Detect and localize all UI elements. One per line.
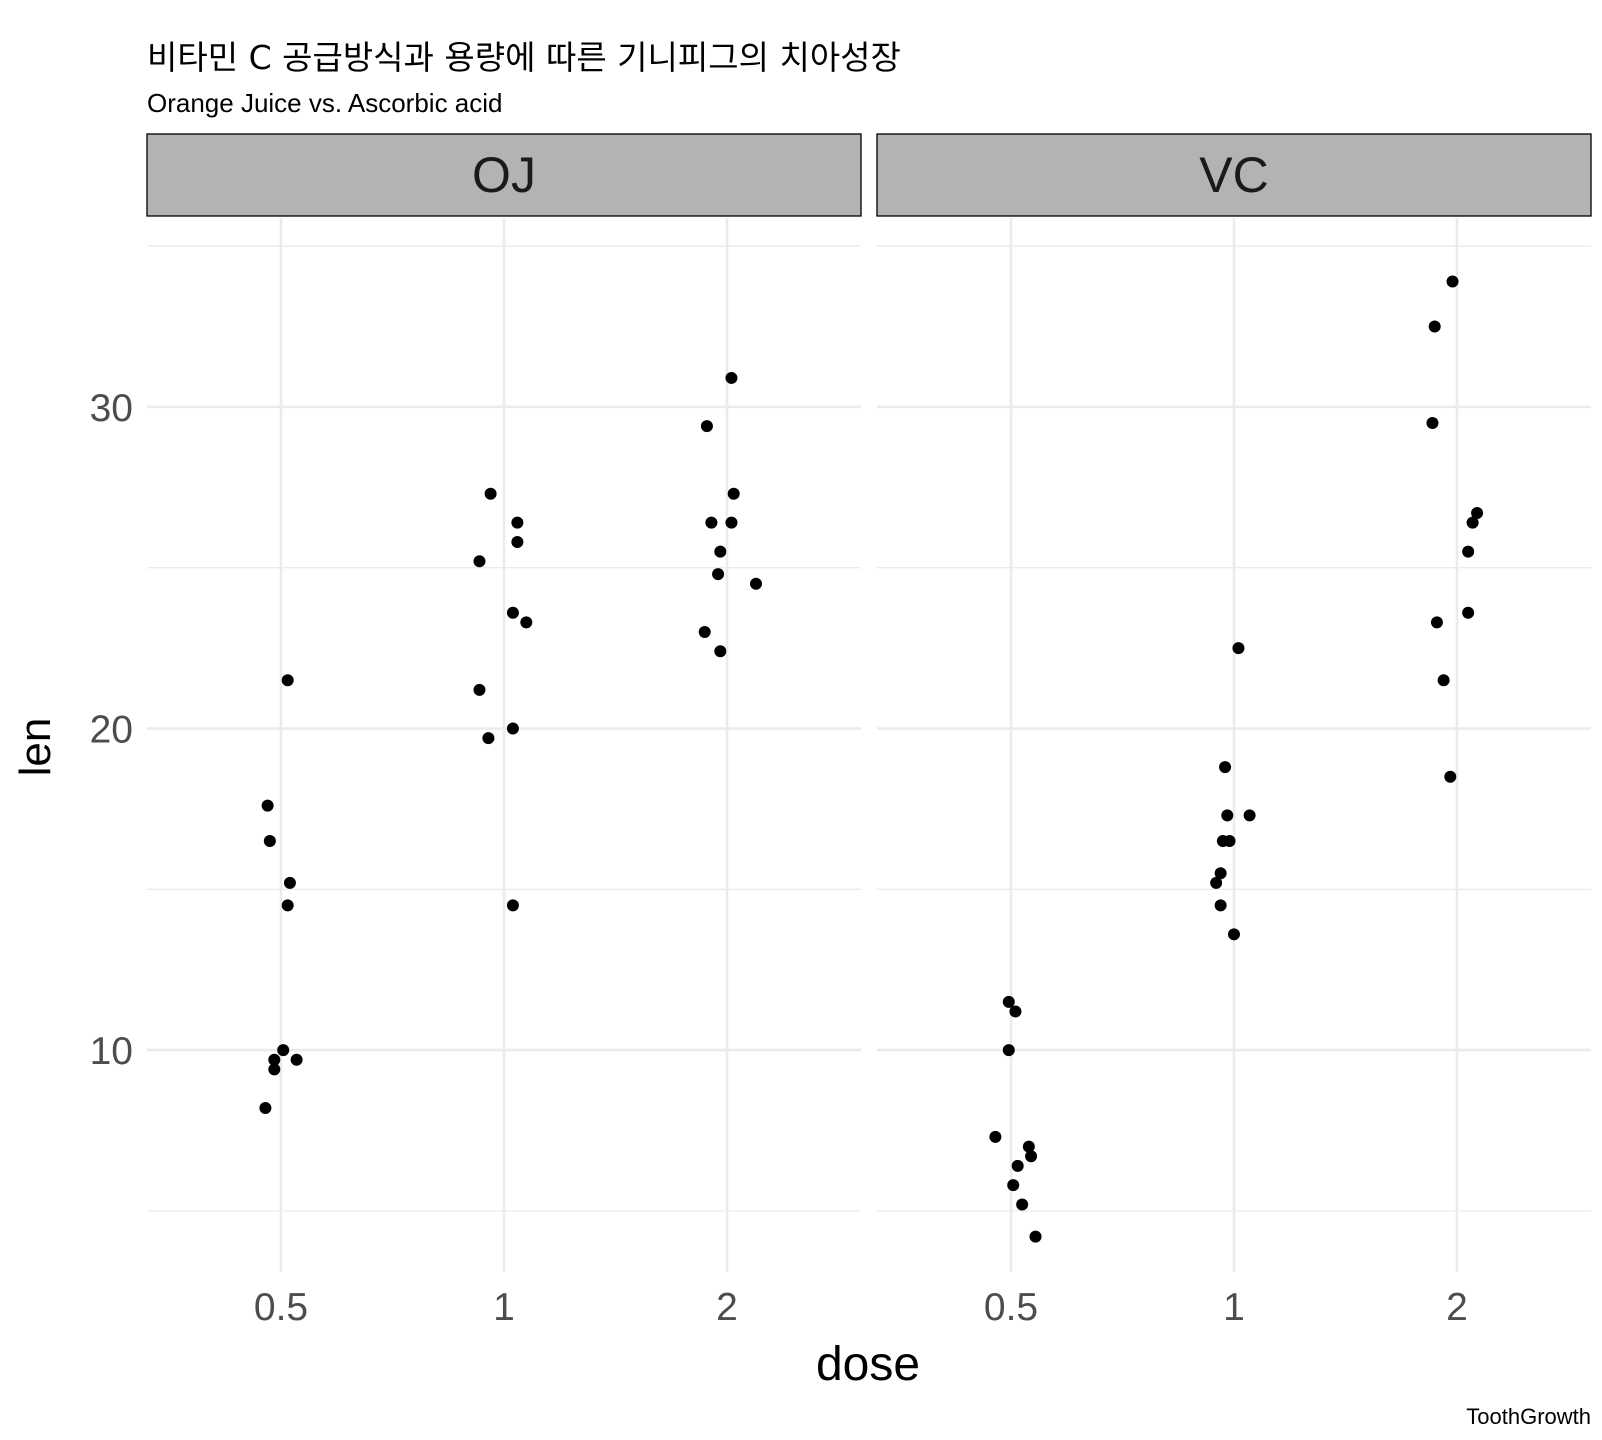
data-point (1444, 770, 1457, 783)
x-tick-label: 2 (716, 1286, 738, 1329)
data-point (1430, 616, 1443, 629)
facet-panel-vc: VC 0.5 1 2 (876, 133, 1592, 1329)
data-point (1471, 507, 1484, 520)
x-tick-label: 1 (1223, 1286, 1245, 1329)
data-point (1214, 899, 1227, 912)
data-point (473, 555, 486, 568)
data-point (989, 1130, 1002, 1143)
data-point (268, 1053, 281, 1066)
data-point (281, 899, 294, 912)
data-point (705, 516, 718, 529)
facet-strip-label: VC (1199, 147, 1268, 203)
data-point (1025, 1150, 1038, 1163)
data-point (1007, 1179, 1020, 1192)
data-point (1002, 995, 1015, 1008)
data-point (727, 487, 740, 500)
data-point (511, 516, 524, 529)
data-point (520, 616, 533, 629)
data-point (1214, 867, 1227, 880)
data-point (1243, 809, 1256, 822)
x-tick-label: 0.5 (254, 1286, 308, 1329)
data-point (263, 835, 276, 848)
data-point (281, 674, 294, 687)
chart-title: 비타민 C 공급방식과 용량에 따른 기니피그의 치아성장 (147, 38, 901, 77)
data-point (712, 568, 725, 581)
data-point (506, 722, 519, 735)
data-point (290, 1053, 303, 1066)
data-point (1016, 1198, 1029, 1211)
data-point (1228, 928, 1240, 941)
data-point (1428, 320, 1441, 333)
data-point (1437, 674, 1450, 687)
data-point (473, 683, 486, 696)
data-point (268, 1063, 281, 1076)
y-tick-label: 30 (90, 387, 133, 430)
data-point (482, 732, 495, 745)
data-point (277, 1044, 290, 1057)
data-point (511, 535, 524, 548)
data-point (484, 487, 497, 500)
chart-subtitle: Orange Juice vs. Ascorbic acid (147, 88, 503, 118)
data-point (506, 899, 519, 912)
data-point (700, 420, 713, 433)
data-point (1022, 1140, 1035, 1153)
data-point (1223, 835, 1236, 848)
y-tick-label: 20 (90, 708, 133, 751)
data-point (1232, 642, 1245, 655)
data-point (1219, 761, 1232, 774)
data-point (1466, 516, 1479, 529)
facet-panel-oj: OJ 0.5 1 2 (146, 133, 862, 1329)
data-point (698, 626, 711, 639)
facet-strip-label: OJ (472, 147, 536, 203)
data-point (1002, 1044, 1015, 1057)
data-point (1462, 606, 1475, 619)
x-tick-label: 2 (1446, 1286, 1468, 1329)
data-point (1462, 545, 1475, 558)
chart-caption: ToothGrowth (1466, 1404, 1591, 1429)
data-point (725, 516, 738, 529)
data-point (1446, 275, 1459, 288)
data-point (259, 1101, 272, 1114)
data-point (1011, 1159, 1024, 1172)
data-point (1210, 876, 1223, 889)
facet-strip (876, 133, 1592, 217)
data-point (283, 876, 296, 889)
data-point (1009, 1005, 1022, 1018)
data-point (714, 645, 727, 658)
facet-strip (146, 133, 862, 217)
data-point (1426, 416, 1439, 429)
data-point (506, 606, 519, 619)
data-point (725, 371, 738, 384)
data-point (1221, 809, 1234, 822)
y-tick-label: 10 (90, 1030, 133, 1073)
x-axis-title: dose (816, 1338, 920, 1391)
y-axis-title: len (11, 718, 60, 777)
x-tick-label: 0.5 (984, 1286, 1038, 1329)
data-point (1029, 1230, 1042, 1243)
data-point (714, 545, 727, 558)
data-point (261, 799, 274, 812)
data-point (749, 577, 762, 590)
x-tick-label: 1 (493, 1286, 515, 1329)
